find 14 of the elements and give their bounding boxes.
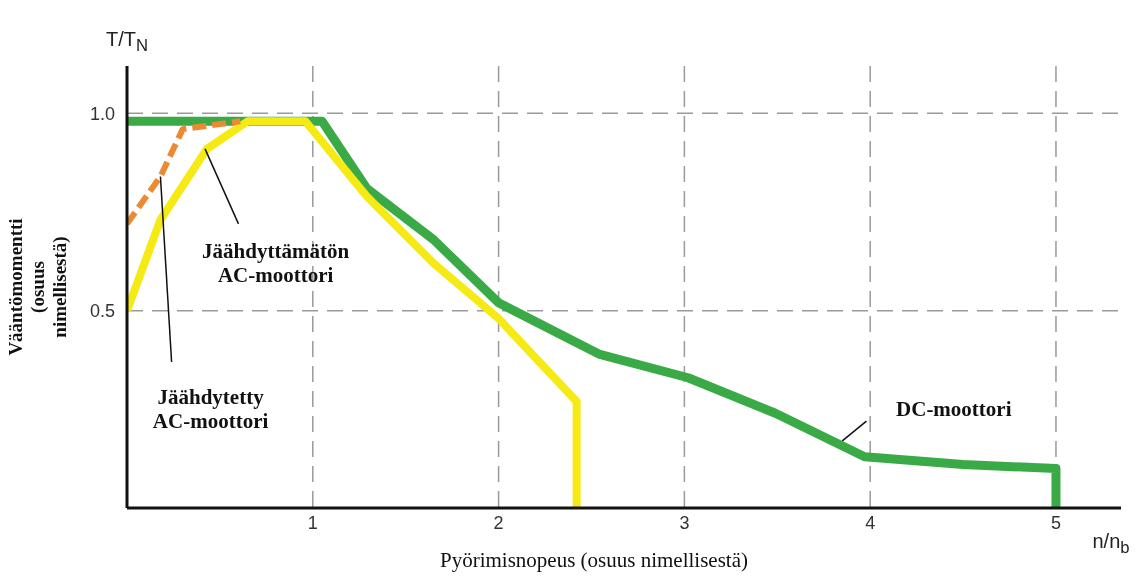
y-axis-title: Vääntömomentti (osuus nimellisestä) xyxy=(5,218,71,356)
x-tick-label: 2 xyxy=(493,512,504,533)
y-tick-label: 0.5 xyxy=(89,301,115,322)
x-axis-title: Pyörimisnopeus (osuus nimellisestä) xyxy=(439,548,749,573)
text: Jäähdyttämätön AC-moottori xyxy=(201,239,351,288)
x-tick-label: 3 xyxy=(679,512,690,533)
y-tick-label: 1.0 xyxy=(89,103,115,124)
x-tick-label: 4 xyxy=(865,512,876,533)
text: n/n$_{b}$ xyxy=(1091,530,1131,558)
text: Jäähdytetty AC-moottori xyxy=(151,385,270,434)
x-tick-label: 1 xyxy=(307,512,318,533)
series-label: DC-moottori xyxy=(895,397,1013,422)
x-tick-label: 5 xyxy=(1050,512,1061,533)
text: T/T$_{N}$ xyxy=(105,28,149,56)
